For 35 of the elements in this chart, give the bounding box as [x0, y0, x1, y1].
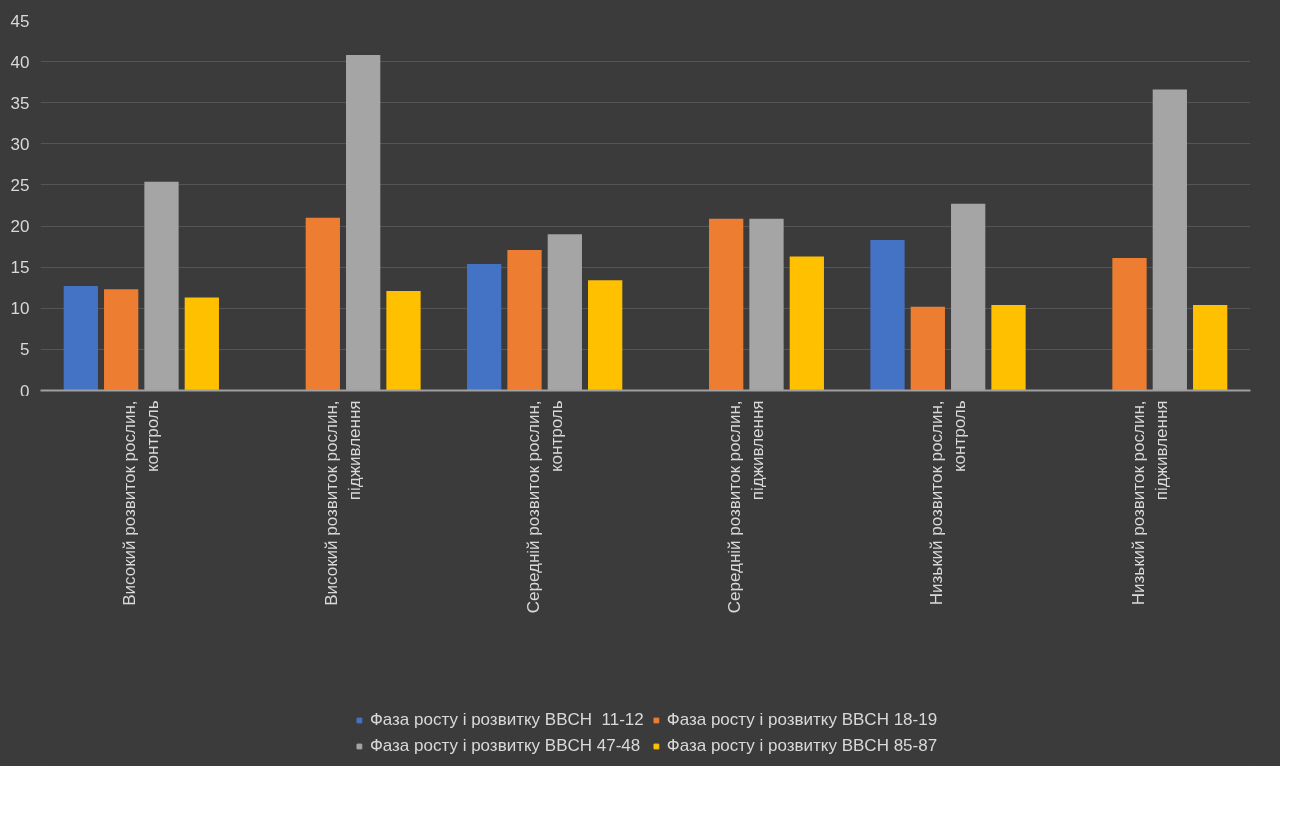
bar — [910, 306, 945, 391]
bar — [1193, 304, 1228, 391]
y-tick-label: 40 — [10, 52, 30, 72]
bar — [104, 289, 139, 391]
bar — [386, 291, 421, 391]
y-tick-label: 20 — [10, 217, 30, 237]
bar — [789, 256, 824, 391]
y-tick-label: 45 — [10, 11, 30, 31]
legend-label: Фаза росту і розвитку BBCH 18-19 — [666, 710, 938, 730]
x-tick-label: Середній розвиток рослин, контроль — [523, 400, 566, 614]
bar — [305, 217, 340, 391]
legend-label: Фаза росту і розвитку BBCH 85-87 — [666, 736, 938, 756]
x-tick-label: Високий розвиток рослин, контроль — [120, 400, 163, 606]
y-tick-label: 35 — [10, 93, 30, 113]
x-tick-label: Низький розвиток рослин, контроль — [927, 400, 969, 606]
bar — [709, 218, 744, 391]
legend-label: Фаза росту і розвитку BBCH 47-48 — [369, 736, 641, 756]
x-tick-label: Високий розвиток рослин, підживлення — [322, 400, 364, 606]
y-tick-label: 30 — [10, 134, 30, 154]
bar — [507, 249, 542, 391]
x-tick-label: Низький розвиток рослин, підживлення — [1128, 400, 1171, 606]
legend-label: Фаза росту і розвитку BBCH 11-12 — [369, 710, 644, 730]
bar — [467, 263, 502, 391]
x-tick-label: Середній розвиток рослин, підживлення — [725, 400, 768, 614]
y-tick-label: 25 — [10, 175, 30, 195]
y-tick-label: 0 — [20, 381, 30, 401]
bar — [63, 286, 98, 391]
bar — [870, 240, 905, 391]
bar — [1112, 258, 1147, 391]
bar — [991, 304, 1026, 391]
bar — [588, 280, 623, 391]
y-tick-label: 5 — [20, 340, 30, 360]
bar — [184, 297, 219, 391]
y-tick-label: 15 — [10, 258, 30, 278]
y-tick-label: 10 — [10, 299, 30, 319]
